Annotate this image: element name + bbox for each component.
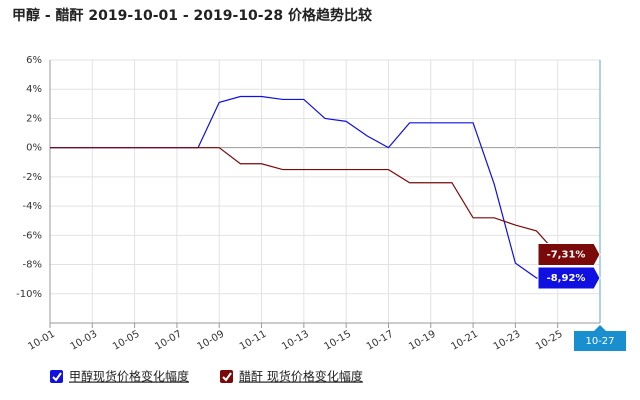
y-tick-label: -6% xyxy=(23,230,42,241)
legend-check xyxy=(52,372,62,382)
y-tick-label: -2% xyxy=(23,172,42,183)
legend-check xyxy=(222,372,232,382)
plot-area xyxy=(50,60,600,323)
x-tick-label: 10-17 xyxy=(365,329,396,353)
value-label-box xyxy=(537,242,601,266)
x-tick-label: 10-09 xyxy=(196,329,227,353)
value-label-box xyxy=(537,266,601,290)
x-tick-label: 10-01 xyxy=(26,329,57,353)
x-tick-label: 10-13 xyxy=(280,329,311,353)
x-tick-label: 10-07 xyxy=(153,329,184,353)
x-tick-label: 10-05 xyxy=(111,329,142,353)
legend-item[interactable]: 醋酐 现货价格变化幅度 xyxy=(220,369,363,384)
x-tick-label: 10-15 xyxy=(322,329,353,353)
legend-checkbox xyxy=(220,370,233,383)
y-tick-label: -10% xyxy=(16,289,42,300)
chart-title: 甲醇 - 醋酐 2019-10-01 - 2019-10-28 价格趋势比较 xyxy=(12,7,372,24)
crosshair-label-box xyxy=(574,331,626,351)
y-tick-label: -8% xyxy=(23,260,42,271)
crosshair-marker xyxy=(594,325,606,331)
x-tick-label: 10-23 xyxy=(492,329,523,353)
value-label: -7,31% xyxy=(547,249,586,260)
crosshair-label: 10-27 xyxy=(585,336,614,347)
x-tick-label: 10-11 xyxy=(238,329,269,353)
legend-checkbox xyxy=(50,370,63,383)
series-line xyxy=(50,147,600,256)
legend-label: 醋酐 现货价格变化幅度 xyxy=(239,369,363,384)
x-tick-label: 10-21 xyxy=(449,329,480,353)
x-tick-label: 10-19 xyxy=(407,329,438,353)
y-tick-label: -4% xyxy=(23,201,42,212)
legend-label: 甲醇现货价格变化幅度 xyxy=(69,369,189,384)
legend-item[interactable]: 甲醇现货价格变化幅度 xyxy=(50,369,189,384)
value-label: -8,92% xyxy=(547,273,586,284)
y-tick-label: 6% xyxy=(26,55,42,66)
y-tick-label: 2% xyxy=(26,113,42,124)
x-tick-label: 10-03 xyxy=(69,329,100,353)
x-tick-label: 10-25 xyxy=(534,329,565,353)
y-tick-label: 0% xyxy=(26,143,42,154)
y-tick-label: 4% xyxy=(26,84,42,95)
